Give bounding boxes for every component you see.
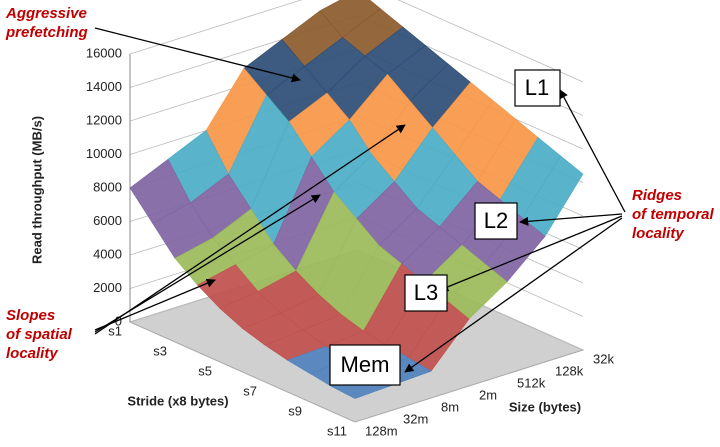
annotation: Aggressive: [5, 5, 87, 22]
annotation: prefetching: [5, 24, 88, 41]
grid-line: [129, 0, 584, 83]
annotation: locality: [6, 345, 58, 362]
y-tick-label: s5: [198, 363, 212, 378]
z-tick-label: 14000: [86, 79, 122, 94]
x-tick-label: 512k: [517, 375, 546, 390]
z-tick-label: 8000: [93, 179, 122, 194]
z-tick-label: 4000: [93, 246, 122, 261]
z-tick-label: 16000: [86, 45, 122, 60]
z-tick-label: 10000: [86, 146, 122, 161]
y-tick-label: s1: [108, 323, 122, 338]
x-tick-label: 32k: [593, 351, 614, 366]
x-tick-label: 2m: [479, 387, 497, 402]
level-label: L1: [525, 75, 549, 100]
y-tick-label: s11: [327, 423, 347, 438]
x-tick-label: 128m: [365, 423, 398, 438]
annotation: of spatial: [6, 326, 73, 343]
x-tick-label: 32m: [403, 411, 428, 426]
level-label: L2: [484, 208, 508, 233]
arrows: [94, 27, 626, 373]
annotation: Ridges: [632, 187, 682, 204]
x-tick-label: 8m: [441, 399, 459, 414]
z-tick-label: 6000: [93, 213, 122, 228]
level-boxes: [329, 69, 561, 386]
z-axis-label: Read throughput (MB/s): [29, 116, 44, 264]
level-label: Mem: [341, 352, 390, 377]
z-tick-label: 12000: [86, 112, 122, 127]
y-tick-label: s9: [288, 403, 302, 418]
x-axis-label: Size (bytes): [509, 399, 581, 414]
annotation: Slopes: [6, 307, 55, 324]
y-tick-label: s7: [243, 383, 257, 398]
z-tick-label: 2000: [93, 280, 122, 295]
y-axis-label: Stride (x8 bytes): [127, 393, 228, 408]
annotation: of temporal: [632, 206, 715, 223]
y-tick-label: s3: [153, 343, 167, 358]
x-tick-label: 128k: [555, 363, 584, 378]
level-label: L3: [414, 280, 438, 305]
annotation: locality: [632, 225, 684, 242]
